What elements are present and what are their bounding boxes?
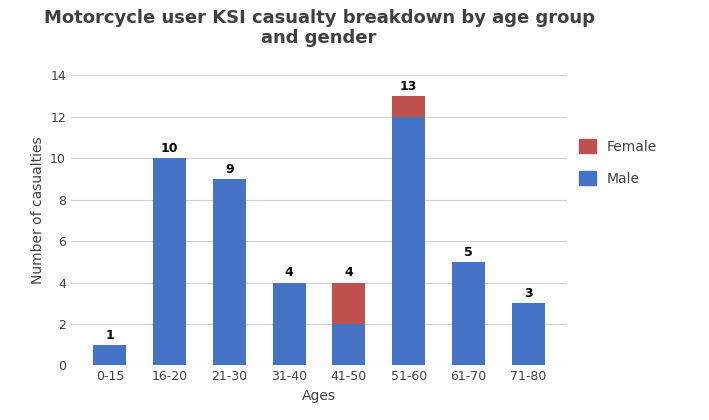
X-axis label: Ages: Ages: [302, 389, 336, 403]
Bar: [333, 283, 365, 324]
Bar: [213, 179, 246, 365]
Bar: [94, 345, 126, 365]
Text: 1: 1: [106, 328, 114, 341]
Text: 4: 4: [345, 266, 353, 279]
Text: 3: 3: [524, 287, 532, 300]
Text: 13: 13: [400, 80, 418, 93]
Title: Motorcycle user KSI casualty breakdown by age group
and gender: Motorcycle user KSI casualty breakdown b…: [43, 9, 595, 47]
Text: 10: 10: [161, 142, 179, 155]
Bar: [452, 262, 485, 365]
Bar: [273, 283, 306, 365]
Text: 9: 9: [225, 163, 234, 176]
Y-axis label: Number of casualties: Number of casualties: [30, 136, 45, 284]
Bar: [333, 324, 365, 365]
Text: 5: 5: [464, 246, 473, 259]
Bar: [153, 158, 186, 365]
Text: 4: 4: [285, 266, 294, 279]
Legend: Female, Male: Female, Male: [579, 139, 657, 186]
Bar: [392, 96, 425, 117]
Bar: [512, 303, 545, 365]
Bar: [392, 117, 425, 365]
